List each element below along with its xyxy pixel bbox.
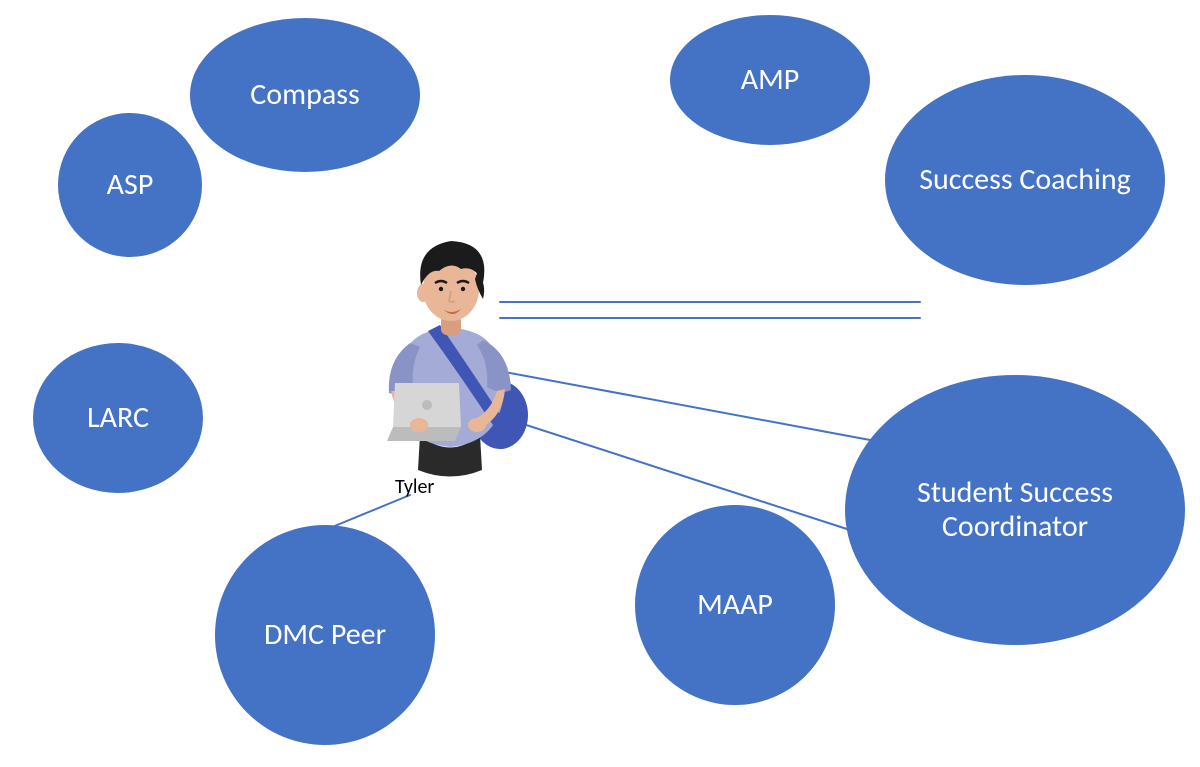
- node-compass: Compass: [190, 18, 420, 172]
- node-dmc-peer: DMC Peer: [215, 525, 435, 745]
- connector-line: [480, 410, 850, 530]
- node-label: DMC Peer: [264, 618, 386, 653]
- node-label: LARC: [87, 401, 149, 436]
- node-asp: ASP: [58, 113, 202, 257]
- diagram-stage: Tyler Compass ASP LARC DMC Peer AMP Success C…: [0, 0, 1200, 767]
- node-maap: MAAP: [635, 505, 835, 705]
- connector-line: [494, 370, 870, 440]
- node-ssc: Student Success Coordinator: [845, 375, 1185, 645]
- student-caption: Tyler: [395, 475, 434, 499]
- node-label: Student Success Coordinator: [855, 476, 1175, 545]
- node-amp: AMP: [670, 15, 870, 145]
- node-label: AMP: [741, 63, 800, 98]
- node-success-coaching: Success Coaching: [885, 75, 1165, 285]
- student-figure: [365, 225, 535, 480]
- node-label: Compass: [250, 78, 359, 113]
- node-larc: LARC: [33, 343, 203, 493]
- node-label: MAAP: [697, 588, 773, 623]
- node-label: Success Coaching: [919, 163, 1131, 198]
- node-label: ASP: [107, 168, 154, 203]
